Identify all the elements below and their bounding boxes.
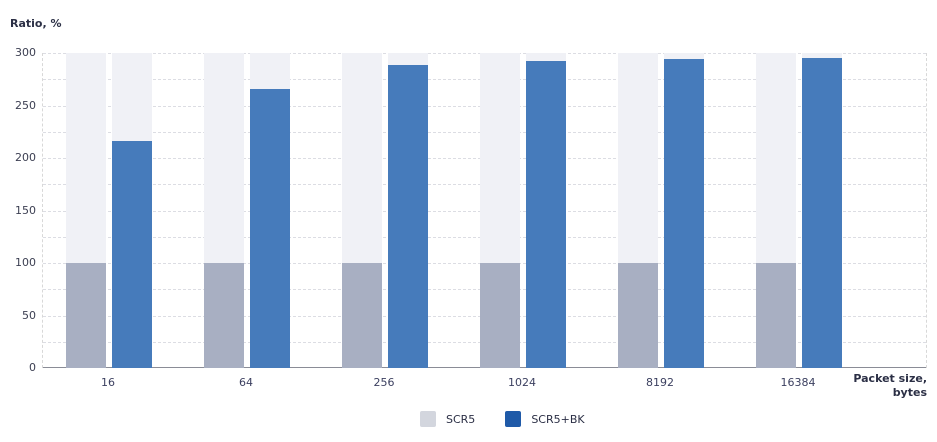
bar-scr5-64[interactable] <box>204 263 244 368</box>
legend-item-scr5[interactable]: SCR5 <box>420 411 475 427</box>
bar-scr5-bk-16384[interactable] <box>802 58 842 368</box>
bar-scr5-bk-8192[interactable] <box>664 59 704 368</box>
bar-scr5-bk-64[interactable] <box>250 88 290 368</box>
y-tick-label: 100 <box>15 256 36 269</box>
legend-label-scr5: SCR5 <box>446 412 476 426</box>
bar-scr5-bk-1024[interactable] <box>526 61 566 368</box>
legend-swatch-scr5-bk <box>505 411 522 427</box>
y-tick-label: 300 <box>15 46 36 59</box>
bar-scr5-16[interactable] <box>66 263 106 368</box>
bar-scr5-bk-16[interactable] <box>112 141 152 368</box>
legend-swatch-scr5 <box>420 411 436 427</box>
y-tick-label: 200 <box>15 151 36 164</box>
bar-scr5-256[interactable] <box>342 263 382 368</box>
legend-item-scr5-bk[interactable]: SCR5+BK <box>505 411 585 427</box>
bar-scr5-16384[interactable] <box>756 263 796 368</box>
x-tick-label: 256 <box>373 376 395 389</box>
legend: SCR5 SCR5+BK <box>420 411 615 427</box>
y-tick-label: 0 <box>29 361 36 374</box>
x-tick-label: 16 <box>101 376 115 389</box>
x-tick-label: 16384 <box>780 376 816 389</box>
y-axis-title: Ratio, % <box>10 17 62 30</box>
plot-area <box>42 53 927 368</box>
x-tick-label: 1024 <box>508 376 536 389</box>
y-tick-label: 50 <box>22 308 36 322</box>
bar-scr5-1024[interactable] <box>480 263 520 368</box>
y-tick-label: 250 <box>15 98 36 112</box>
x-axis-title: Packet size, bytes <box>853 372 927 400</box>
x-tick-label: 8192 <box>646 376 674 389</box>
bar-scr5-bk-256[interactable] <box>388 64 428 368</box>
y-tick-label: 150 <box>15 203 36 217</box>
x-axis-title-line2: bytes <box>892 386 927 399</box>
x-axis-title-line1: Packet size, <box>853 372 927 385</box>
bar-scr5-8192[interactable] <box>618 263 658 368</box>
legend-label-scr5-bk: SCR5+BK <box>531 412 585 426</box>
x-tick-label: 64 <box>239 376 253 389</box>
